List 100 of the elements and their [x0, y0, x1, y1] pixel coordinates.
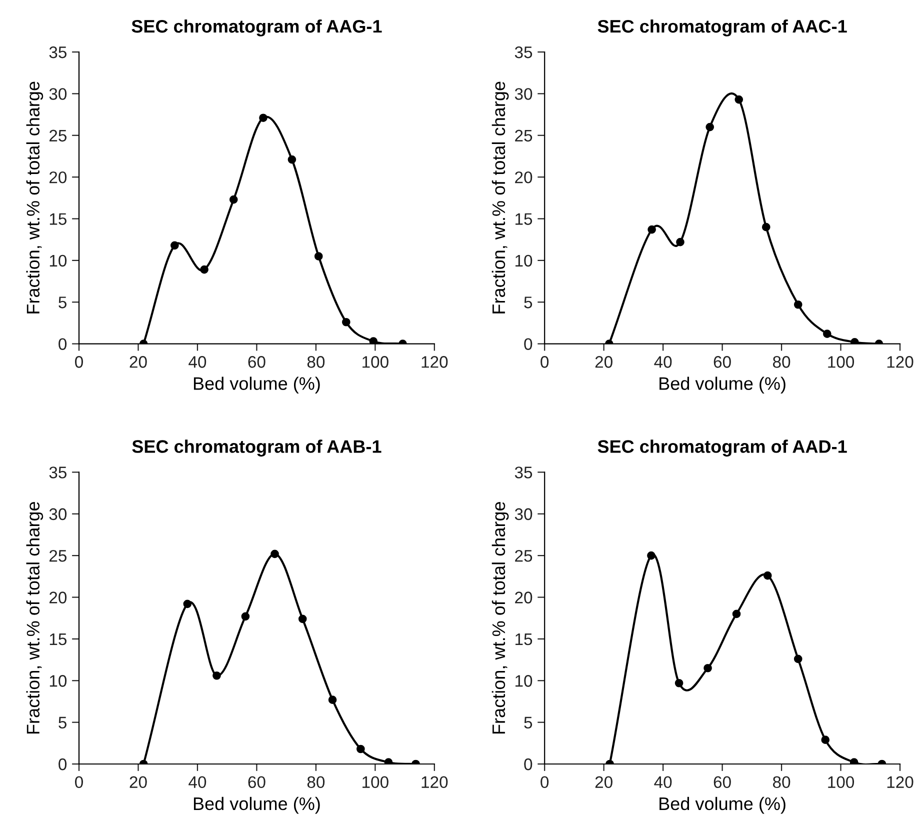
y-tick-label: 0 [524, 758, 532, 770]
y-tick-label: 5 [524, 716, 532, 729]
point [762, 222, 770, 232]
x-tick-label: 100 [828, 776, 854, 788]
point [328, 696, 337, 704]
x-tick-label: 80 [772, 356, 790, 368]
x-tick-label: 100 [362, 356, 388, 368]
x-tick-label: 40 [188, 776, 206, 788]
x-tick-label: 60 [248, 356, 266, 368]
y-tick-label: 35 [49, 466, 66, 478]
chart-title: SEC chromatogram of AAB-1 [132, 440, 382, 457]
y-tick-label: 30 [514, 508, 532, 520]
y-tick-label: 20 [49, 592, 67, 604]
x-tick-label: 120 [887, 776, 914, 788]
x-tick-label: 20 [595, 356, 612, 368]
x-tick-label: 20 [130, 776, 147, 788]
y-axis-title: Fraction, wt.% of total charge [26, 82, 44, 314]
y-tick-label: 15 [516, 634, 532, 646]
x-axis-title: Bed volume (%) [660, 376, 786, 394]
y-tick-label: 25 [515, 550, 532, 562]
x-tick-label: 100 [828, 356, 854, 368]
point [732, 610, 741, 618]
y-tick-label: 0 [524, 338, 532, 350]
chart-title: SEC chromatogram of AAD-1 [598, 440, 847, 457]
point [314, 252, 323, 260]
y-tick-label: 30 [49, 508, 67, 520]
point [342, 318, 350, 326]
x-axis-title: Bed volume (%) [194, 376, 320, 394]
y-tick-label: 10 [516, 254, 532, 267]
x-tick-label: 20 [130, 356, 147, 368]
x-axis-title: Bed volume (%) [660, 796, 786, 814]
x-tick-label: 0 [75, 776, 83, 788]
y-tick-label: 30 [49, 88, 67, 100]
y-axis-title: Fraction, wt.% of total charge [26, 502, 44, 734]
x-tick-label: 40 [654, 356, 672, 368]
point [212, 671, 221, 680]
chart-title: SEC chromatogram of AAC-1 [598, 19, 847, 36]
x-tick-label: 60 [248, 776, 266, 788]
point [369, 337, 378, 344]
x-tick-label: 120 [887, 356, 914, 368]
point [734, 95, 744, 104]
x-tick-label: 100 [362, 776, 388, 788]
point [704, 664, 712, 672]
y-tick-label: 25 [515, 130, 532, 142]
y-tick-label: 10 [516, 675, 532, 687]
y-tick-label: 20 [515, 592, 532, 604]
y-tick-label: 25 [49, 130, 66, 142]
point [170, 241, 179, 250]
point [763, 571, 772, 580]
y-tick-label: 20 [49, 171, 67, 184]
point [821, 736, 830, 744]
x-tick-label: 0 [540, 356, 549, 368]
point [241, 612, 250, 621]
point [850, 338, 859, 344]
point [270, 550, 279, 558]
y-tick-label: 15 [516, 213, 532, 225]
y-tick-label: 5 [58, 296, 66, 308]
chart-title: SEC chromatogram of AAG-1 [132, 19, 382, 36]
y-tick-label: 20 [515, 171, 532, 184]
x-tick-label: 60 [714, 776, 731, 788]
y-tick-label: 0 [58, 338, 67, 350]
y-tick-label: 25 [49, 550, 66, 562]
y-tick-label: 35 [514, 46, 532, 58]
x-tick-label: 0 [75, 356, 83, 368]
y-tick-label: 35 [49, 46, 66, 58]
x-tick-label: 80 [772, 776, 790, 788]
point [794, 300, 802, 309]
y-tick-label: 0 [58, 758, 67, 770]
point [200, 265, 208, 274]
y-axis-title: Fraction, wt.% of total charge [492, 502, 509, 734]
point [676, 238, 684, 246]
y-tick-label: 15 [50, 213, 66, 225]
point [794, 654, 802, 664]
y-tick-label: 5 [58, 716, 66, 729]
point [648, 225, 656, 234]
y-tick-label: 10 [50, 254, 67, 267]
x-tick-label: 0 [540, 776, 549, 788]
y-tick-label: 15 [50, 634, 66, 646]
x-tick-label: 120 [422, 356, 448, 368]
x-tick-label: 40 [188, 356, 206, 368]
point [183, 600, 192, 608]
x-tick-label: 20 [595, 776, 612, 788]
point [298, 614, 307, 624]
point [822, 330, 832, 338]
x-tick-label: 60 [714, 356, 731, 368]
x-tick-label: 40 [654, 776, 672, 788]
y-tick-label: 30 [514, 88, 532, 100]
y-tick-label: 10 [50, 675, 67, 687]
point [288, 155, 296, 164]
point [259, 114, 268, 122]
y-tick-label: 5 [524, 296, 532, 308]
x-tick-label: 120 [422, 776, 448, 788]
point [229, 195, 238, 204]
x-axis-title: Bed volume (%) [194, 796, 320, 814]
point [647, 551, 656, 560]
point [706, 122, 714, 132]
point [674, 678, 684, 688]
y-axis-title: Fraction, wt.% of total charge [492, 82, 509, 314]
x-tick-label: 80 [307, 776, 325, 788]
x-tick-label: 80 [307, 356, 325, 368]
